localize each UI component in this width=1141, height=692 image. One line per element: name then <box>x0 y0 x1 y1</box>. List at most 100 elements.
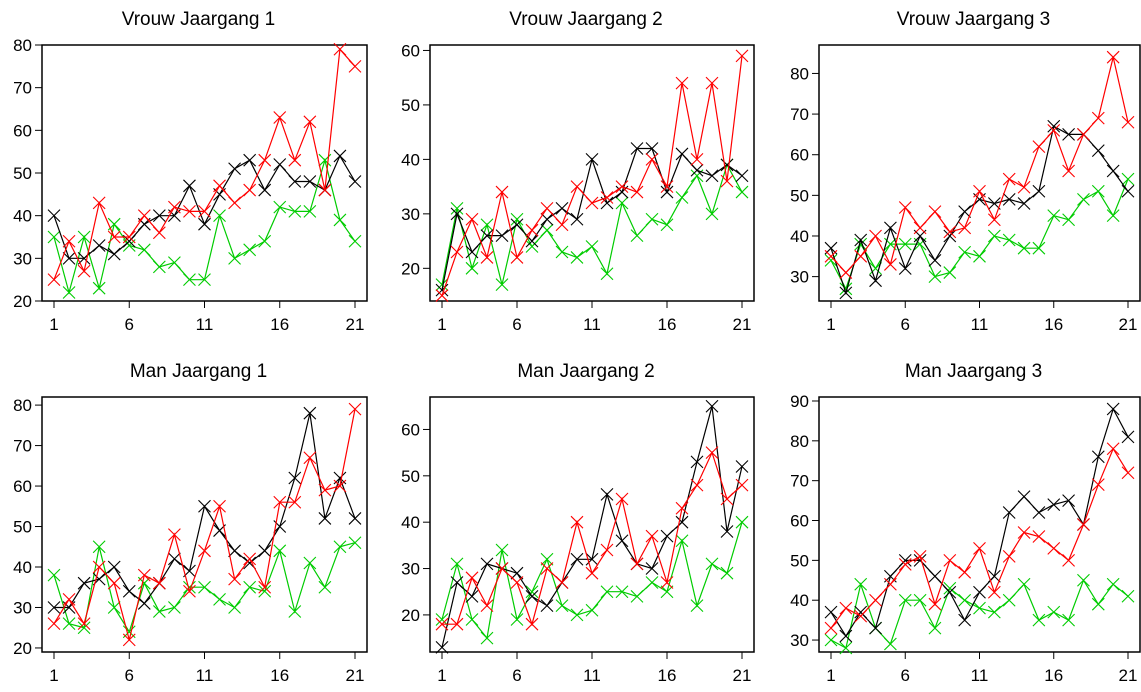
data-point-black <box>570 212 584 226</box>
plot-frame <box>41 396 368 653</box>
data-point-red <box>152 226 166 240</box>
data-point-red <box>660 576 674 589</box>
data-point-red <box>1091 111 1105 125</box>
data-point-red <box>77 617 91 631</box>
data-point-red <box>928 205 942 218</box>
data-point-green <box>555 245 569 259</box>
data-point-black <box>1106 402 1120 416</box>
x-tick-label: 21 <box>1119 666 1138 685</box>
data-point-green <box>510 613 524 626</box>
data-point-black <box>1091 450 1105 464</box>
series-line-red <box>53 408 356 641</box>
data-point-black <box>854 233 868 247</box>
data-point-red <box>913 549 927 563</box>
x-tick-label: 21 <box>346 666 365 685</box>
data-point-green <box>645 576 659 589</box>
y-tick-label: 40 <box>13 558 32 577</box>
data-point-red <box>675 76 689 90</box>
data-point-green <box>77 230 91 244</box>
data-point-red <box>62 234 76 248</box>
y-tick-label: 30 <box>13 598 32 617</box>
data-point-green <box>630 589 644 603</box>
data-point-black <box>1062 494 1075 507</box>
data-point-red <box>525 223 539 237</box>
data-point-green <box>183 580 196 594</box>
data-point-red <box>943 553 957 567</box>
data-point-red <box>318 183 332 197</box>
data-point-black <box>913 553 927 567</box>
data-point-green <box>600 267 614 281</box>
data-point-red <box>480 599 494 613</box>
data-point-black <box>258 544 272 558</box>
series-line-black <box>53 154 356 259</box>
data-point-red <box>213 499 226 513</box>
data-point-green <box>585 603 599 617</box>
data-point-black <box>943 229 957 243</box>
data-point-black <box>1062 128 1075 141</box>
data-point-green <box>690 599 704 613</box>
data-point-black <box>705 399 719 413</box>
data-point-green <box>228 601 241 614</box>
data-point-red <box>303 115 317 129</box>
data-point-green <box>660 218 674 232</box>
data-point-green <box>47 568 61 582</box>
data-point-green <box>1106 577 1120 591</box>
data-point-black <box>735 460 749 473</box>
data-point-green <box>92 540 106 554</box>
data-point-red <box>675 501 689 515</box>
data-point-red <box>973 184 986 198</box>
data-point-green <box>152 605 166 618</box>
data-point-red <box>47 273 61 287</box>
data-point-red <box>928 597 942 611</box>
data-point-green <box>435 613 449 626</box>
data-point-green <box>735 515 749 529</box>
data-point-black <box>540 599 554 613</box>
data-point-red <box>1002 549 1016 563</box>
data-point-red <box>540 202 554 215</box>
data-point-green <box>288 205 302 218</box>
y-tick-label: 80 <box>790 64 809 83</box>
plot-frame <box>818 396 1141 653</box>
y-tick-label: 60 <box>13 477 32 496</box>
data-point-green <box>273 200 287 214</box>
data-point-black <box>958 613 972 627</box>
data-point-red <box>288 495 302 509</box>
data-point-red <box>570 180 584 194</box>
y-tick-label: 50 <box>401 96 420 115</box>
data-point-green <box>525 240 539 253</box>
x-tick-label: 1 <box>437 666 446 685</box>
data-point-red <box>705 446 719 460</box>
data-point-green <box>958 593 972 607</box>
x-tick-label: 21 <box>733 666 752 685</box>
data-point-green <box>1032 241 1046 255</box>
data-point-green <box>540 223 554 237</box>
plot-frame <box>41 44 368 302</box>
data-point-red <box>660 180 674 194</box>
data-point-green <box>465 261 479 275</box>
data-point-green <box>1091 184 1105 198</box>
data-point-black <box>450 207 464 221</box>
data-point-red <box>318 483 332 497</box>
data-point-red <box>198 544 211 558</box>
data-point-green <box>1002 233 1016 247</box>
data-point-black <box>47 209 61 223</box>
data-point-green <box>152 260 166 274</box>
data-point-green <box>839 641 853 655</box>
data-point-red <box>465 212 479 226</box>
data-point-green <box>540 552 554 566</box>
x-tick-label: 1 <box>826 666 835 685</box>
data-point-red <box>213 179 226 193</box>
y-tick-label: 90 <box>790 392 809 411</box>
data-point-red <box>869 229 882 243</box>
data-point-black <box>510 218 524 232</box>
x-tick-label: 1 <box>49 666 58 685</box>
data-point-red <box>1106 50 1120 64</box>
data-point-black <box>928 569 942 583</box>
y-tick-label: 30 <box>401 560 420 579</box>
data-point-red <box>898 557 912 571</box>
x-tick-label: 21 <box>346 315 365 334</box>
data-point-black <box>898 262 912 275</box>
data-point-green <box>348 234 362 248</box>
data-point-black <box>720 158 734 172</box>
chart-title: Man Jaargang 3 <box>905 361 1042 382</box>
